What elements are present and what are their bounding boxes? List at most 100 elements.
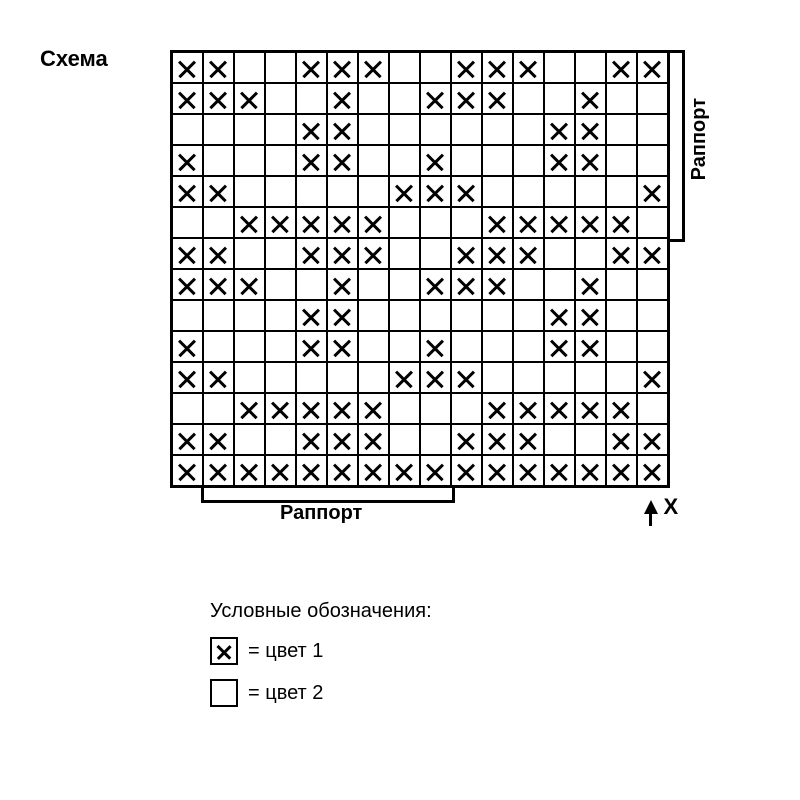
grid-cell: [172, 114, 203, 145]
grid-cell: [234, 176, 265, 207]
grid-cell: [172, 52, 203, 83]
grid-cell: [575, 207, 606, 238]
grid-cell: [451, 424, 482, 455]
grid-cell: [265, 52, 296, 83]
grid-cell: [575, 269, 606, 300]
grid-cell: [234, 424, 265, 455]
grid-cell: [358, 300, 389, 331]
grid-cell: [234, 207, 265, 238]
grid-cell: [172, 424, 203, 455]
grid-cell: [203, 114, 234, 145]
grid-cell: [575, 176, 606, 207]
grid-cell: [234, 362, 265, 393]
legend: Условные обозначения: = цвет 1= цвет 2: [210, 600, 432, 707]
grid-cell: [265, 176, 296, 207]
grid-cell: [327, 114, 358, 145]
grid-cell: [451, 455, 482, 486]
grid-cell: [296, 393, 327, 424]
chart-title: Схема: [40, 46, 108, 72]
grid-cell: [482, 455, 513, 486]
grid-cell: [420, 393, 451, 424]
grid-cell: [513, 238, 544, 269]
grid-cell: [296, 455, 327, 486]
grid-cell: [296, 269, 327, 300]
grid-cell: [451, 393, 482, 424]
grid-cell: [358, 238, 389, 269]
grid-cell: [296, 300, 327, 331]
grid-cell: [575, 455, 606, 486]
grid-cell: [296, 362, 327, 393]
grid-cell: [606, 52, 637, 83]
grid-cell: [606, 176, 637, 207]
grid-cell: [637, 114, 668, 145]
grid-cell: [575, 331, 606, 362]
grid-cell: [234, 269, 265, 300]
grid-cell: [420, 145, 451, 176]
grid-cell: [575, 114, 606, 145]
grid-cell: [203, 455, 234, 486]
grid-cell: [513, 114, 544, 145]
grid-cell: [544, 424, 575, 455]
grid-cell: [389, 83, 420, 114]
grid-cell: [544, 145, 575, 176]
grid-cell: [420, 424, 451, 455]
grid-cell: [358, 362, 389, 393]
grid-cell: [327, 207, 358, 238]
grid-cell: [637, 393, 668, 424]
grid-cell: [296, 238, 327, 269]
grid-cell: [575, 238, 606, 269]
grid-cell: [513, 455, 544, 486]
grid-cell: [544, 269, 575, 300]
legend-text: = цвет 2: [248, 682, 323, 705]
grid-cell: [575, 83, 606, 114]
grid-cell: [327, 269, 358, 300]
grid-cell: [203, 362, 234, 393]
grid-cell: [606, 83, 637, 114]
grid-cell: [482, 238, 513, 269]
grid-cell: [451, 300, 482, 331]
grid-cell: [482, 424, 513, 455]
legend-text: = цвет 1: [248, 640, 323, 663]
legend-row: = цвет 2: [210, 679, 432, 707]
grid-cell: [575, 393, 606, 424]
grid-cell: [389, 455, 420, 486]
grid-cell: [234, 114, 265, 145]
grid-cell: [544, 393, 575, 424]
grid-cell: [637, 362, 668, 393]
grid-cell: [203, 300, 234, 331]
grid-cell: [265, 300, 296, 331]
grid-cell: [451, 269, 482, 300]
grid-cell: [296, 424, 327, 455]
grid-cell: [358, 114, 389, 145]
grid-cell: [389, 424, 420, 455]
grid-cell: [575, 424, 606, 455]
grid-cell: [513, 207, 544, 238]
grid-cell: [544, 362, 575, 393]
arrow-up-icon: [644, 500, 658, 514]
grid-cell: [327, 455, 358, 486]
grid-cell: [172, 207, 203, 238]
grid-cell: [513, 300, 544, 331]
grid-cell: [637, 83, 668, 114]
grid-cell: [451, 83, 482, 114]
grid-cell: [637, 455, 668, 486]
grid-cell: [203, 238, 234, 269]
grid-cell: [389, 114, 420, 145]
grid-cell: [482, 362, 513, 393]
grid-cell: [637, 238, 668, 269]
grid-cell: [203, 145, 234, 176]
grid-cell: [451, 176, 482, 207]
grid-cell: [265, 83, 296, 114]
grid-cell: [575, 145, 606, 176]
grid-cell: [637, 300, 668, 331]
grid-cell: [234, 52, 265, 83]
grid-cell: [513, 176, 544, 207]
chart-wrap: Раппорт Раппорт X: [170, 50, 670, 488]
grid-cell: [327, 83, 358, 114]
grid-cell: [637, 424, 668, 455]
grid-cell: [575, 362, 606, 393]
grid-cell: [606, 269, 637, 300]
grid-cell: [544, 455, 575, 486]
grid-cell: [389, 393, 420, 424]
grid-cell: [327, 52, 358, 83]
